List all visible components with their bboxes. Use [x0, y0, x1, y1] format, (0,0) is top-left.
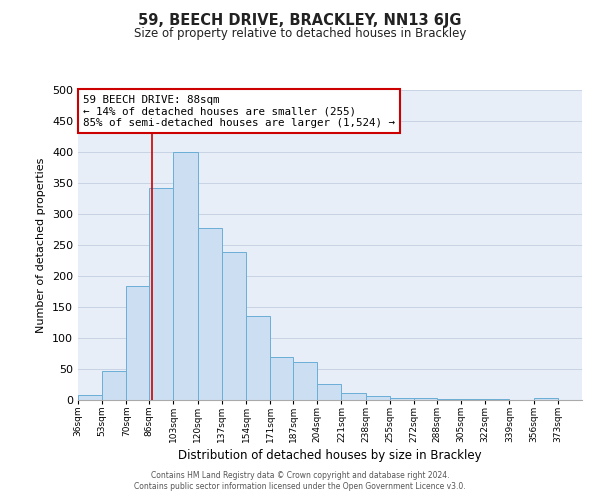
Bar: [270, 356, 293, 400]
Bar: [127, 286, 149, 400]
Text: 59, BEECH DRIVE, BRACKLEY, NN13 6JG: 59, BEECH DRIVE, BRACKLEY, NN13 6JG: [138, 12, 462, 28]
Bar: [222, 252, 246, 400]
Text: Contains public sector information licensed under the Open Government Licence v3: Contains public sector information licen…: [134, 482, 466, 491]
Bar: [365, 396, 390, 400]
Text: Size of property relative to detached houses in Brackley: Size of property relative to detached ho…: [134, 28, 466, 40]
Bar: [173, 152, 197, 400]
Bar: [390, 398, 414, 400]
Text: Contains HM Land Registry data © Crown copyright and database right 2024.: Contains HM Land Registry data © Crown c…: [151, 471, 449, 480]
Bar: [437, 399, 461, 400]
X-axis label: Distribution of detached houses by size in Brackley: Distribution of detached houses by size …: [178, 449, 482, 462]
Bar: [341, 392, 365, 400]
Y-axis label: Number of detached properties: Number of detached properties: [37, 158, 46, 332]
Bar: [293, 362, 317, 400]
Bar: [246, 316, 270, 400]
Text: 59 BEECH DRIVE: 88sqm
← 14% of detached houses are smaller (255)
85% of semi-det: 59 BEECH DRIVE: 88sqm ← 14% of detached …: [83, 94, 395, 128]
Bar: [414, 398, 437, 400]
Bar: [102, 372, 127, 400]
Bar: [317, 384, 341, 400]
Bar: [78, 395, 102, 400]
Bar: [533, 398, 558, 400]
Bar: [149, 188, 173, 400]
Bar: [197, 228, 222, 400]
